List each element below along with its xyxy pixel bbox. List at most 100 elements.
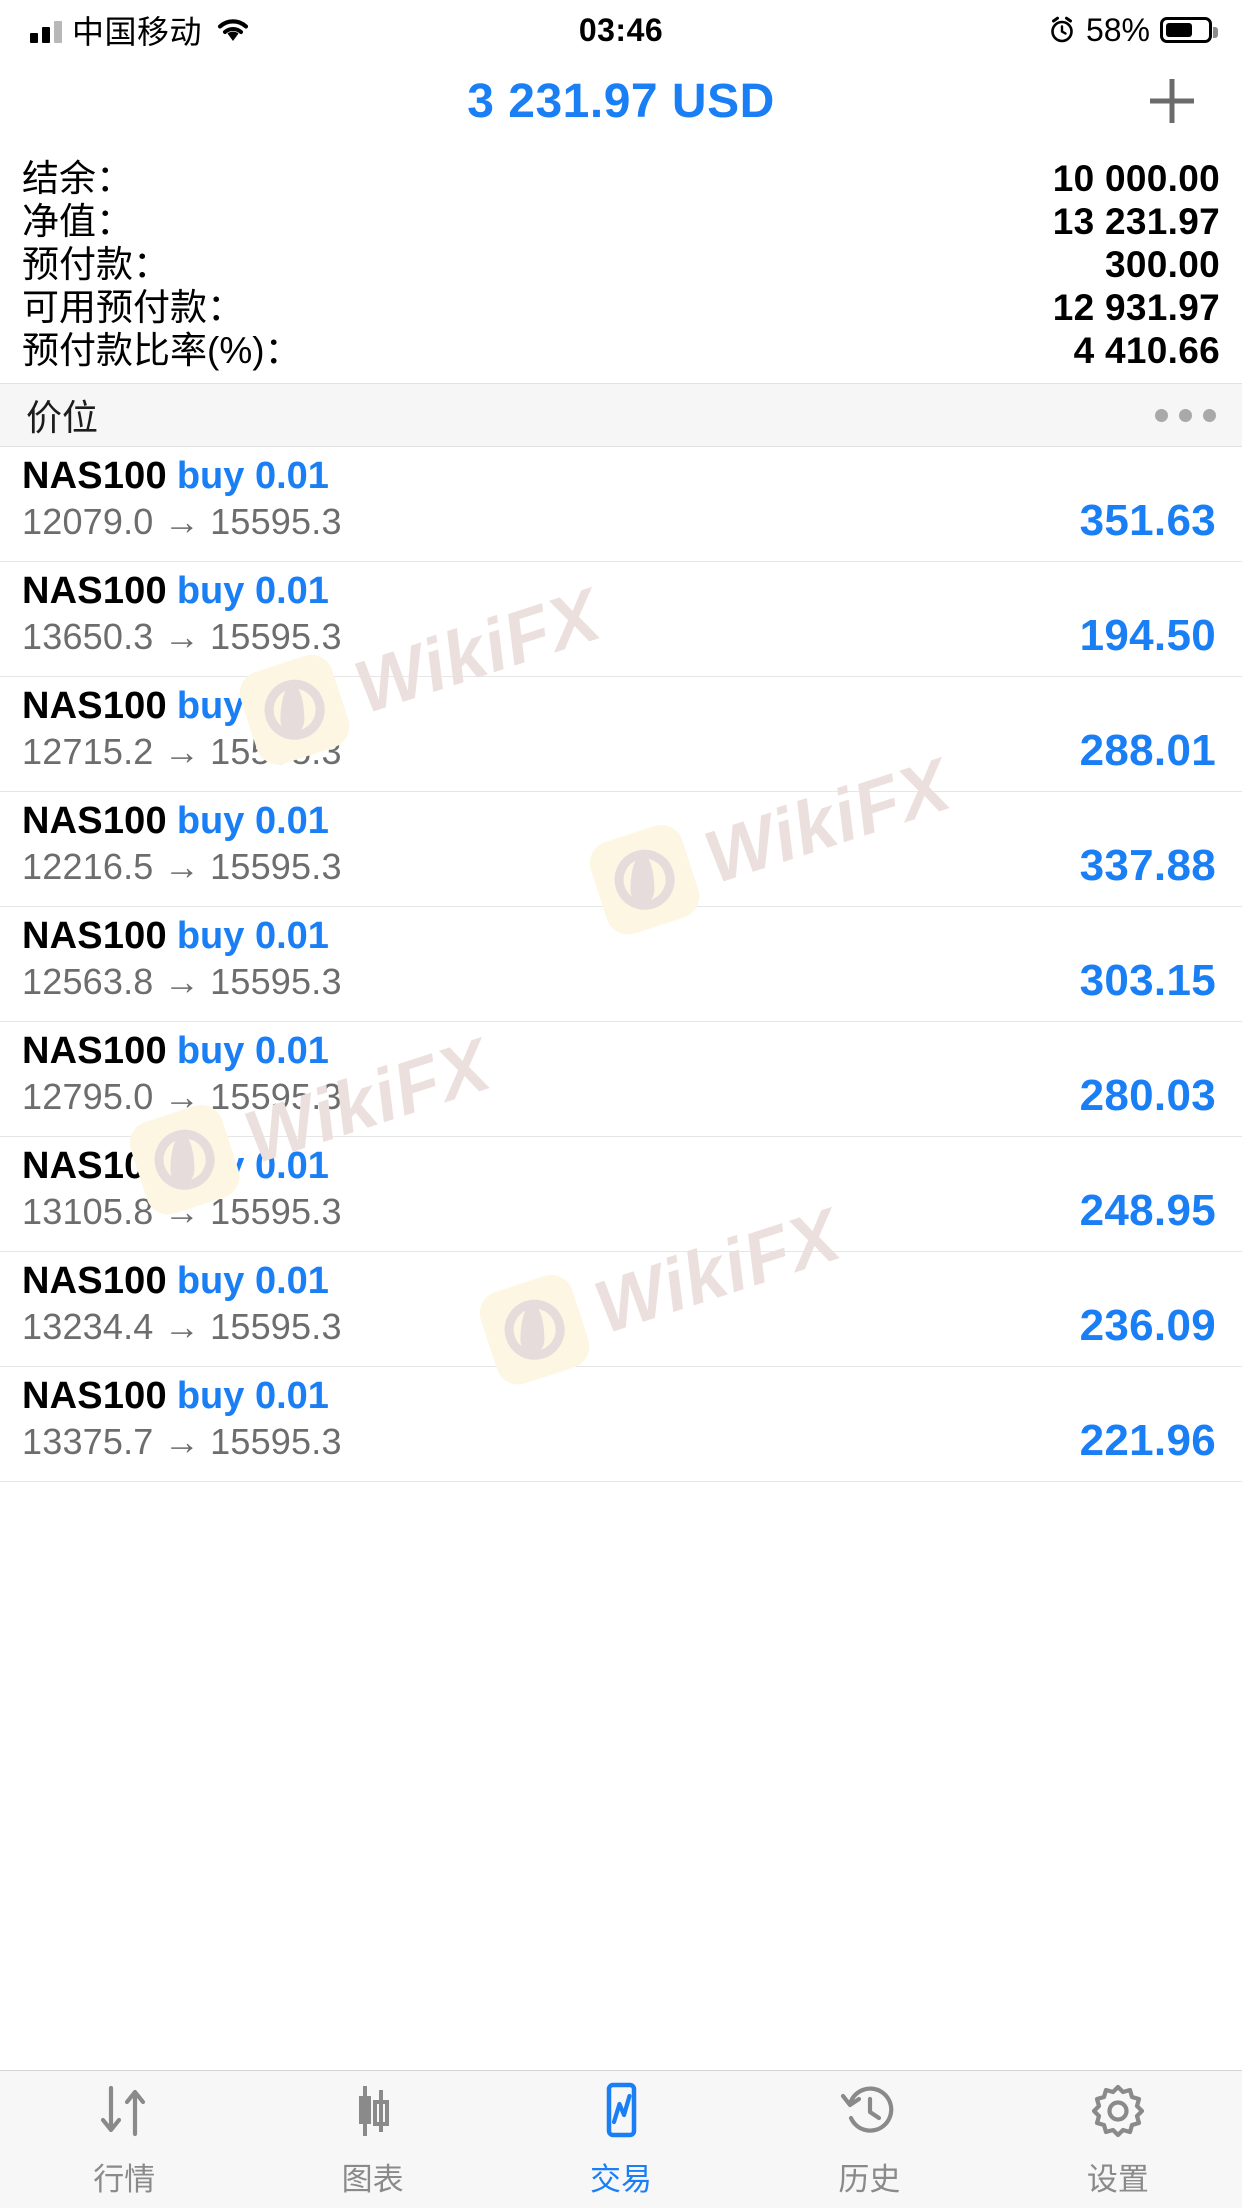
position-symbol: NAS100 <box>22 570 167 612</box>
position-symbol: NAS100 <box>22 1145 167 1187</box>
account-balance: 3 231.97 USD <box>467 74 775 128</box>
position-prices: 13375.7 → 15595.3 <box>22 1420 342 1462</box>
position-symbol: NAS100 <box>22 1260 167 1302</box>
positions-section-header: 价位 <box>0 383 1242 447</box>
position-title: NAS100 buy 0.01 <box>22 1375 342 1417</box>
carrier-label: 中国移动 <box>72 14 203 50</box>
position-side: buy 0.01 <box>176 915 329 957</box>
position-title: NAS100 buy 0.01 <box>22 1030 342 1072</box>
position-info: NAS100 buy 0.01 13650.3 → 15595.3 <box>22 570 342 658</box>
position-profit: 280.03 <box>1079 1071 1216 1120</box>
position-profit: 236.09 <box>1079 1301 1216 1350</box>
summary-row-equity: 净值： 13 231.97 <box>22 191 1220 242</box>
summary-label: 预付款： <box>22 244 170 285</box>
status-bar-right: 58% <box>1048 11 1218 49</box>
position-prices: 12216.5 → 15595.3 <box>22 845 342 887</box>
more-horizontal-icon[interactable] <box>1155 408 1216 422</box>
summary-label: 净值： <box>22 201 133 242</box>
summary-label: 可用预付款： <box>22 287 244 328</box>
position-info: NAS100 buy 0.01 12715.2 → 15595.3 <box>22 685 342 773</box>
position-profit: 337.88 <box>1079 841 1216 890</box>
wifi-icon <box>216 17 250 43</box>
position-side: buy 0.01 <box>176 570 329 612</box>
table-row[interactable]: NAS100 buy 0.01 12563.8 → 15595.3 303.15 <box>0 907 1242 1022</box>
summary-row-margin-level: 预付款比率(%)： 4 410.66 <box>22 320 1220 371</box>
position-prices: 13650.3 → 15595.3 <box>22 615 342 657</box>
section-title: 价位 <box>26 397 99 438</box>
position-info: NAS100 buy 0.01 12216.5 → 15595.3 <box>22 800 342 888</box>
position-profit: 221.96 <box>1079 1416 1216 1465</box>
tab-history[interactable]: 历史 <box>745 2071 993 2208</box>
table-row[interactable]: NAS100 buy 0.01 13650.3 → 15595.3 194.50 <box>0 562 1242 677</box>
position-prices: 13105.8 → 15595.3 <box>22 1190 342 1232</box>
position-profit: 288.01 <box>1079 726 1216 775</box>
table-row[interactable]: NAS100 buy 0.01 12216.5 → 15595.3 337.88 <box>0 792 1242 907</box>
summary-row-balance: 结余： 10 000.00 <box>22 148 1220 199</box>
candlestick-chart-icon <box>343 2080 403 2142</box>
tab-label: 行情 <box>93 2162 156 2197</box>
tab-label: 设置 <box>1086 2162 1149 2197</box>
position-symbol: NAS100 <box>22 455 167 497</box>
summary-label: 结余： <box>22 158 133 199</box>
position-side: buy 0.01 <box>176 685 329 727</box>
plus-icon <box>1150 79 1194 123</box>
position-info: NAS100 buy 0.01 12563.8 → 15595.3 <box>22 915 342 1003</box>
position-info: NAS100 buy 0.01 12079.0 → 15595.3 <box>22 455 342 543</box>
position-prices: 12715.2 → 15595.3 <box>22 730 342 772</box>
position-side: buy 0.01 <box>176 1145 329 1187</box>
position-prices: 12563.8 → 15595.3 <box>22 960 342 1002</box>
position-profit: 303.15 <box>1079 956 1216 1005</box>
history-clock-icon <box>839 2080 899 2142</box>
tab-settings[interactable]: 设置 <box>994 2071 1242 2208</box>
position-side: buy 0.01 <box>176 1375 329 1417</box>
position-side: buy 0.01 <box>176 455 329 497</box>
summary-value: 12 931.97 <box>1052 287 1220 328</box>
summary-row-free-margin: 可用预付款： 12 931.97 <box>22 277 1220 328</box>
position-info: NAS100 buy 0.01 13234.4 → 15595.3 <box>22 1260 342 1348</box>
account-header: 3 231.97 USD <box>0 60 1242 142</box>
position-symbol: NAS100 <box>22 800 167 842</box>
position-prices: 13234.4 → 15595.3 <box>22 1305 342 1347</box>
summary-label: 预付款比率(%)： <box>22 330 302 371</box>
battery-icon <box>1160 17 1218 43</box>
table-row[interactable]: NAS100 buy 0.01 12079.0 → 15595.3 351.63 <box>0 447 1242 562</box>
tab-label: 图表 <box>341 2162 404 2197</box>
table-row[interactable]: NAS100 buy 0.01 12795.0 → 15595.3 280.03 <box>0 1022 1242 1137</box>
position-side: buy 0.01 <box>176 1030 329 1072</box>
position-prices: 12079.0 → 15595.3 <box>22 500 342 542</box>
position-prices: 12795.0 → 15595.3 <box>22 1075 342 1117</box>
position-info: NAS100 buy 0.01 12795.0 → 15595.3 <box>22 1030 342 1118</box>
tab-charts[interactable]: 图表 <box>248 2071 496 2208</box>
quotes-arrows-icon <box>94 2080 154 2142</box>
status-bar-left: 中国移动 <box>30 7 250 53</box>
position-title: NAS100 buy 0.01 <box>22 915 342 957</box>
clock-label: 03:46 <box>578 11 664 48</box>
position-title: NAS100 buy 0.01 <box>22 1260 342 1302</box>
table-row[interactable]: NAS100 buy 0.01 13375.7 → 15595.3 221.96 <box>0 1367 1242 1482</box>
bottom-tab-bar: 行情 图表 交易 <box>0 2070 1242 2208</box>
signal-bars-icon <box>30 17 62 43</box>
position-title: NAS100 buy 0.01 <box>22 570 342 612</box>
status-bar: 中国移动 03:46 58% <box>0 0 1242 60</box>
tab-label: 交易 <box>590 2162 653 2197</box>
position-title: NAS100 buy 0.01 <box>22 685 342 727</box>
battery-percent-label: 58% <box>1085 11 1150 48</box>
summary-value: 13 231.97 <box>1052 201 1220 242</box>
position-side: buy 0.01 <box>176 1260 329 1302</box>
position-info: NAS100 buy 0.01 13105.8 → 15595.3 <box>22 1145 342 1233</box>
position-symbol: NAS100 <box>22 915 167 957</box>
trade-phone-chart-icon <box>591 2080 651 2142</box>
tab-quotes[interactable]: 行情 <box>0 2071 248 2208</box>
tab-label: 历史 <box>838 2162 901 2197</box>
table-row[interactable]: NAS100 buy 0.01 12715.2 → 15595.3 288.01 <box>0 677 1242 792</box>
position-profit: 351.63 <box>1079 496 1216 545</box>
position-profit: 248.95 <box>1079 1186 1216 1235</box>
position-title: NAS100 buy 0.01 <box>22 800 342 842</box>
table-row[interactable]: NAS100 buy 0.01 13105.8 → 15595.3 248.95 <box>0 1137 1242 1252</box>
positions-list: NAS100 buy 0.01 12079.0 → 15595.3 351.63 … <box>0 447 1242 1482</box>
summary-value: 300.00 <box>1105 244 1220 285</box>
add-account-button[interactable] <box>1140 69 1204 133</box>
table-row[interactable]: NAS100 buy 0.01 13234.4 → 15595.3 236.09 <box>0 1252 1242 1367</box>
tab-trade[interactable]: 交易 <box>497 2071 745 2208</box>
